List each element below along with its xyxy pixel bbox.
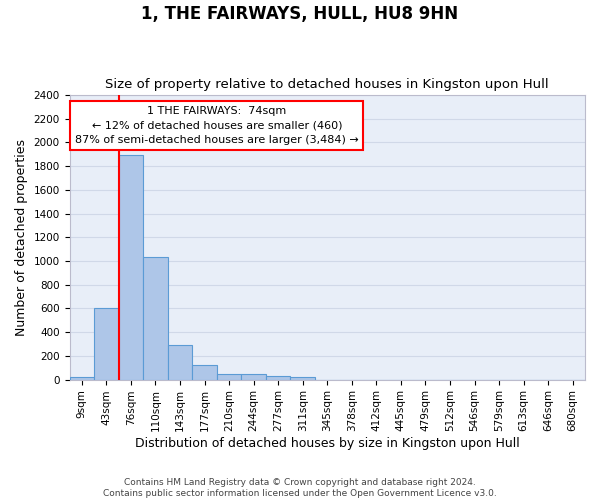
- Bar: [94, 308, 119, 380]
- Text: 1, THE FAIRWAYS, HULL, HU8 9HN: 1, THE FAIRWAYS, HULL, HU8 9HN: [142, 5, 458, 23]
- Text: 1 THE FAIRWAYS:  74sqm
← 12% of detached houses are smaller (460)
87% of semi-de: 1 THE FAIRWAYS: 74sqm ← 12% of detached …: [75, 106, 359, 145]
- Bar: [290, 377, 315, 380]
- Bar: [266, 376, 290, 380]
- Bar: [241, 374, 266, 380]
- X-axis label: Distribution of detached houses by size in Kingston upon Hull: Distribution of detached houses by size …: [135, 437, 520, 450]
- Bar: [70, 377, 94, 380]
- Y-axis label: Number of detached properties: Number of detached properties: [15, 139, 28, 336]
- Bar: [143, 257, 168, 380]
- Bar: [192, 366, 217, 380]
- Bar: [119, 156, 143, 380]
- Text: Contains HM Land Registry data © Crown copyright and database right 2024.
Contai: Contains HM Land Registry data © Crown c…: [103, 478, 497, 498]
- Bar: [217, 374, 241, 380]
- Title: Size of property relative to detached houses in Kingston upon Hull: Size of property relative to detached ho…: [106, 78, 549, 91]
- Bar: [168, 345, 192, 380]
